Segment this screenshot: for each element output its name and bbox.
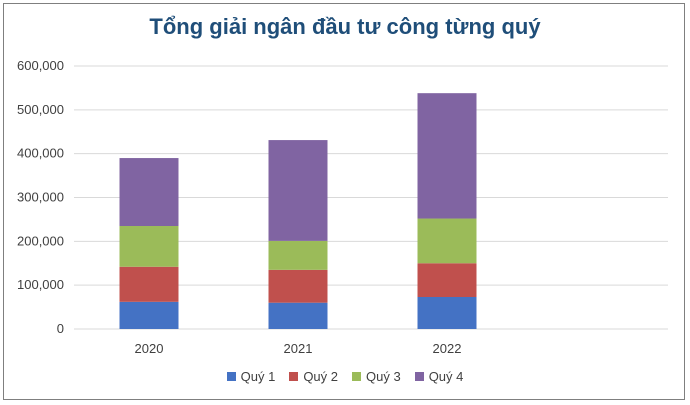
chart-title: Tổng giải ngân đầu tư công từng quý: [149, 14, 541, 39]
legend-label: Quý 3: [366, 369, 401, 384]
legend-swatch: [352, 372, 361, 381]
bar-segment: [268, 302, 328, 329]
legend-label: Quý 2: [303, 369, 338, 384]
bar-segment: [417, 218, 477, 264]
legend-item: Quý 4: [414, 369, 464, 384]
legend-swatch: [226, 372, 236, 381]
legend-label: Quý 4: [428, 369, 464, 384]
bar-segment: [417, 93, 477, 219]
x-tick-label: 2020: [135, 341, 164, 356]
y-tick-label: 500,000: [17, 102, 64, 117]
bar-segment: [119, 225, 179, 267]
legend-item: Quý 1: [226, 369, 276, 384]
x-tick-label: 2021: [284, 341, 313, 356]
legend-item: Quý 3: [352, 369, 401, 384]
y-tick-label: 300,000: [17, 190, 64, 205]
bar-segment: [119, 158, 179, 226]
y-tick-label: 400,000: [17, 146, 64, 161]
bar-segment: [119, 266, 179, 302]
chart-legend: Quý 1 Quý 2 Quý 3 Quý 4: [0, 369, 690, 384]
chart-frame: [3, 3, 685, 400]
bar-segment: [119, 301, 179, 329]
bar-segment: [268, 240, 328, 270]
bar-segment: [268, 269, 328, 303]
bar-segment: [268, 140, 328, 241]
x-tick-label: 2022: [433, 341, 462, 356]
y-tick-label: 100,000: [17, 277, 64, 292]
legend-swatch: [289, 372, 299, 381]
legend-item: Quý 2: [289, 369, 338, 384]
y-tick-label: 600,000: [17, 58, 64, 73]
bar-segment: [417, 263, 477, 298]
bar-segment: [417, 297, 477, 329]
legend-label: Quý 1: [240, 369, 276, 384]
legend-swatch: [414, 372, 424, 381]
y-tick-label: 0: [57, 321, 64, 336]
y-tick-label: 200,000: [17, 233, 64, 248]
